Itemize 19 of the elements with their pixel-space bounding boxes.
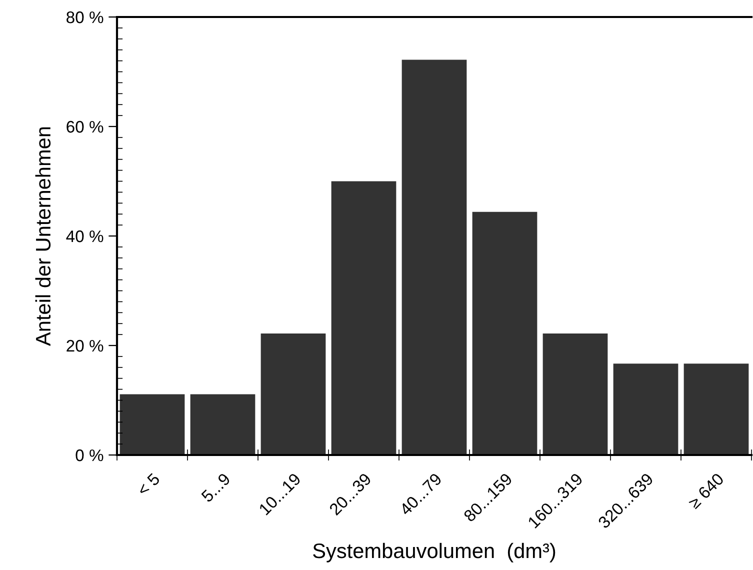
y-axis-title: Anteil der Unternehmen — [35, 127, 51, 346]
y-tick-label: 0 % — [76, 449, 104, 462]
bar — [120, 394, 185, 455]
bar — [260, 333, 326, 455]
bar — [331, 181, 396, 455]
bar — [613, 364, 678, 455]
y-tick-label: 20 % — [66, 340, 104, 352]
x-axis-title: Systembauvolumen (dm³) — [313, 542, 556, 562]
x-tick-label: 5...9 — [200, 472, 231, 503]
bar — [542, 333, 608, 455]
x-tick-label: < 5 — [136, 472, 160, 496]
bar — [472, 212, 538, 455]
y-tick-label: 40 % — [66, 230, 104, 242]
y-tick-label: 60 % — [66, 120, 104, 133]
bar — [190, 394, 256, 455]
y-tick-label: 80 % — [66, 11, 104, 24]
x-tick-label: ≥ 640 — [688, 472, 724, 510]
bar — [684, 364, 749, 455]
bar — [402, 60, 467, 455]
